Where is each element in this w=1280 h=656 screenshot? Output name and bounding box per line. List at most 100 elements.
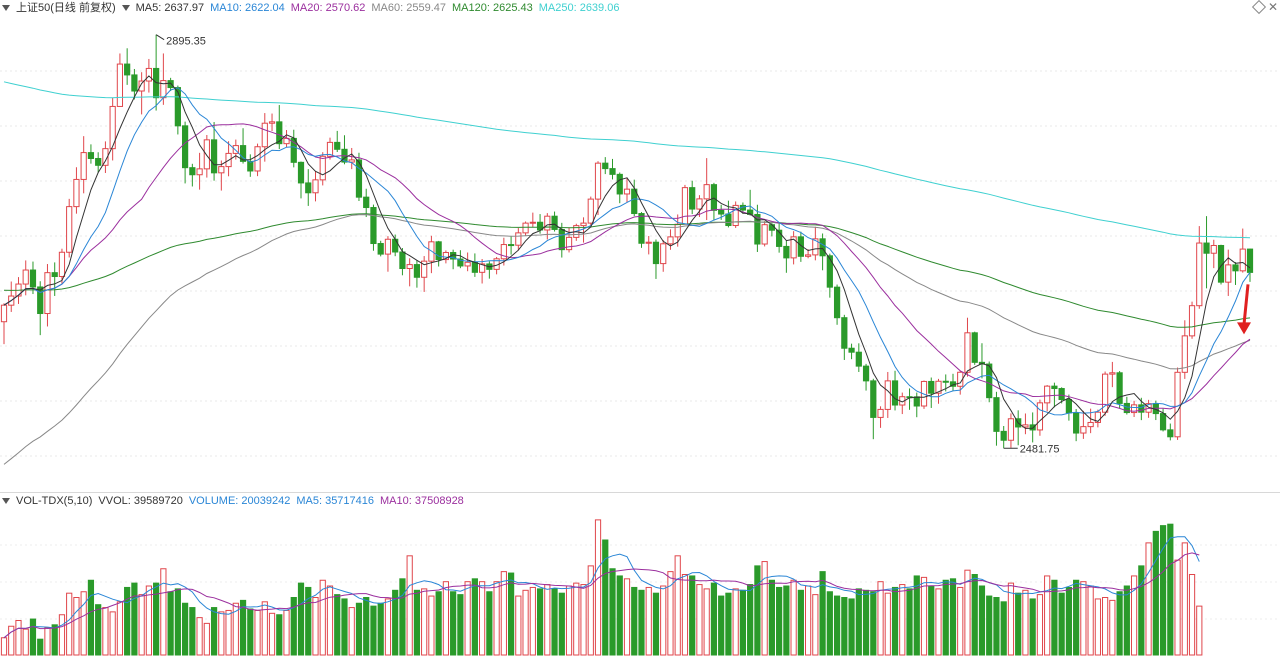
candle-up[interactable] — [703, 184, 710, 200]
volume-bar-down[interactable] — [29, 618, 37, 656]
candle-up[interactable] — [1080, 426, 1087, 434]
candle-down[interactable] — [1167, 429, 1174, 438]
volume-bar-down[interactable] — [290, 597, 297, 656]
volume-bar-up[interactable] — [102, 607, 109, 656]
candle-down[interactable] — [181, 125, 189, 169]
candle-up[interactable] — [580, 222, 587, 227]
candle-up[interactable] — [102, 148, 109, 166]
candle-up[interactable] — [1239, 248, 1246, 272]
candle-up[interactable] — [732, 204, 739, 227]
volume-bar-down[interactable] — [855, 588, 862, 656]
volume-bar-down[interactable] — [210, 607, 218, 656]
candle-down[interactable] — [1232, 264, 1239, 272]
candle-up[interactable] — [515, 232, 522, 246]
volume-bar-up[interactable] — [268, 612, 276, 656]
volume-bar-up[interactable] — [1174, 559, 1181, 656]
candle-up[interactable] — [268, 121, 276, 124]
candle-up[interactable] — [203, 139, 210, 170]
volume-bar-up[interactable] — [109, 611, 116, 656]
volume-bar-up[interactable] — [529, 586, 536, 656]
volume-bar-down[interactable] — [993, 597, 1000, 656]
volume-bar-down[interactable] — [247, 608, 254, 656]
volume-bar-down[interactable] — [413, 589, 421, 656]
volume-bar-up[interactable] — [196, 617, 203, 656]
candle-down[interactable] — [783, 245, 790, 259]
candle-down[interactable] — [551, 215, 558, 230]
volume-bar-up[interactable] — [421, 588, 428, 656]
volume-bar-down[interactable] — [891, 586, 899, 656]
volume-bar-up[interactable] — [696, 584, 703, 656]
candle-down[interactable] — [1029, 424, 1036, 431]
candle-down[interactable] — [363, 196, 370, 209]
candle-down[interactable] — [776, 229, 783, 247]
candle-down[interactable] — [471, 261, 478, 273]
volume-bar-up[interactable] — [1109, 599, 1116, 656]
candle-down[interactable] — [355, 159, 363, 198]
candle-down[interactable] — [942, 380, 949, 383]
candle-up[interactable] — [964, 332, 971, 373]
candle-up[interactable] — [196, 168, 203, 176]
candle-up[interactable] — [935, 380, 942, 394]
candle-up[interactable] — [1181, 335, 1188, 373]
candle-up[interactable] — [529, 221, 536, 224]
volume-bar-up[interactable] — [1102, 597, 1109, 656]
candle-down[interactable] — [602, 162, 609, 170]
volume-bar-up[interactable] — [428, 595, 435, 656]
candle-down[interactable] — [616, 173, 623, 195]
volume-bar-up[interactable] — [145, 585, 152, 656]
volume-bar-down[interactable] — [239, 599, 247, 656]
candle-down[interactable] — [1246, 248, 1254, 273]
candle-up[interactable] — [312, 179, 319, 194]
candle-up[interactable] — [1210, 244, 1217, 254]
volume-bar-up[interactable] — [73, 597, 80, 656]
volume-bar-down[interactable] — [602, 539, 609, 656]
candle-down[interactable] — [377, 243, 384, 255]
volume-bar-up[interactable] — [1094, 598, 1101, 656]
volume-bar-down[interactable] — [1167, 523, 1174, 656]
candle-up[interactable] — [80, 152, 87, 180]
volume-bar-down[interactable] — [906, 588, 913, 656]
volume-bar-up[interactable] — [674, 555, 681, 656]
volume-bar-down[interactable] — [689, 575, 696, 656]
candle-up[interactable] — [565, 236, 573, 251]
candle-down[interactable] — [652, 241, 660, 265]
candle-down[interactable] — [51, 272, 58, 278]
candle-down[interactable] — [833, 286, 841, 319]
candle-down[interactable] — [392, 238, 399, 253]
volume-bar-down[interactable] — [341, 598, 348, 656]
candle-down[interactable] — [1159, 413, 1167, 431]
candle-down[interactable] — [536, 221, 544, 231]
candle-down[interactable] — [507, 244, 515, 247]
candle-up[interactable] — [587, 198, 594, 224]
candle-up[interactable] — [261, 122, 268, 148]
candle-up[interactable] — [877, 408, 884, 418]
volume-bar-down[interactable] — [1051, 579, 1058, 656]
candle-down[interactable] — [609, 168, 616, 175]
volume-bar-up[interactable] — [160, 568, 167, 656]
candle-up[interactable] — [623, 188, 631, 195]
volume-bar-down[interactable] — [739, 589, 747, 656]
volume-bar-up[interactable] — [587, 565, 594, 656]
volume-bar-up[interactable] — [1080, 581, 1087, 656]
volume-bar-up[interactable] — [660, 585, 667, 656]
candle-up[interactable] — [660, 243, 667, 265]
volume-bar-up[interactable] — [804, 585, 812, 656]
candle-up[interactable] — [73, 178, 80, 208]
candle-up[interactable] — [58, 251, 66, 278]
volume-bar-up[interactable] — [479, 581, 486, 656]
volume-bar-up[interactable] — [790, 579, 797, 656]
dropdown-triangle-icon[interactable] — [121, 5, 130, 12]
volume-bar-up[interactable] — [573, 582, 580, 656]
candle-up[interactable] — [1225, 264, 1232, 283]
candle-down[interactable] — [993, 397, 1000, 432]
candle-down[interactable] — [638, 213, 645, 244]
candle-down[interactable] — [95, 157, 102, 166]
volume-bar-down[interactable] — [1000, 601, 1007, 656]
candle-up[interactable] — [116, 63, 124, 107]
volume-bar-down[interactable] — [616, 575, 623, 656]
volume-bar-up[interactable] — [0, 637, 8, 656]
candle-down[interactable] — [457, 258, 464, 267]
candle-down[interactable] — [1217, 244, 1225, 283]
candle-down[interactable] — [1058, 388, 1065, 401]
volume-bar-down[interactable] — [457, 594, 464, 656]
